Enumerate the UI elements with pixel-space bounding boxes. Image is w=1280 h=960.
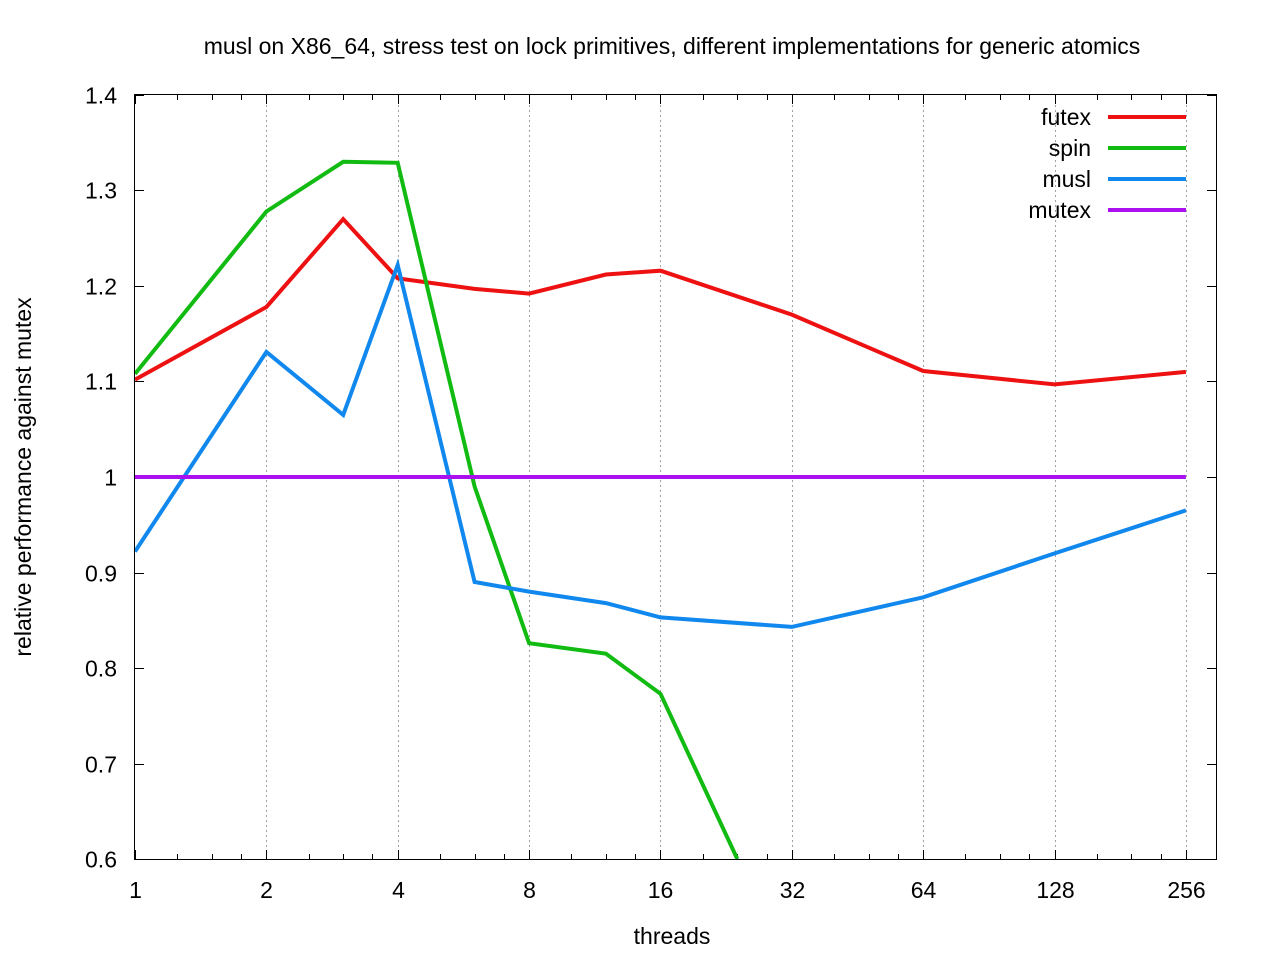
series-lines xyxy=(135,159,1187,859)
x-tick-label: 256 xyxy=(1167,877,1205,903)
y-axis-label: relative performance against mutex xyxy=(10,297,36,657)
x-tick-label: 16 xyxy=(648,877,674,903)
y-tick-label: 1.2 xyxy=(85,274,117,300)
y-tick-label: 0.9 xyxy=(85,561,117,587)
series-line-musl xyxy=(135,258,1187,629)
series-line-futex xyxy=(135,216,1187,387)
legend-label-mutex: mutex xyxy=(1028,197,1091,223)
y-tick-label: 1.4 xyxy=(85,83,117,109)
x-tick-label: 128 xyxy=(1036,877,1074,903)
legend-label-futex: futex xyxy=(1041,104,1091,130)
x-tick-label: 2 xyxy=(260,877,273,903)
y-tick-label: 1.1 xyxy=(85,369,117,395)
x-tick-label: 4 xyxy=(392,877,405,903)
legend-label-musl: musl xyxy=(1042,166,1091,192)
x-tick-label: 1 xyxy=(129,877,142,903)
y-tick-label: 0.6 xyxy=(85,847,117,873)
plot-frame xyxy=(134,94,1217,860)
chart-title: musl on X86_64, stress test on lock prim… xyxy=(204,33,1141,59)
y-tick-label: 0.7 xyxy=(85,752,117,778)
x-axis-label: threads xyxy=(634,923,711,949)
axis-ticks: 1 2 4 8 16 32 64 128 256 0.6 0.7 0.8 0.9 1 1.1 1.2 1.3 1.… xyxy=(85,83,1216,903)
legend-label-spin: spin xyxy=(1049,135,1091,161)
x-tick-label: 32 xyxy=(780,877,806,903)
x-tick-label: 8 xyxy=(523,877,536,903)
y-tick-label: 1.3 xyxy=(85,178,117,204)
x-tick-label: 64 xyxy=(911,877,937,903)
y-tick-label: 0.8 xyxy=(85,656,117,682)
series-line-spin xyxy=(135,159,740,859)
legend: futex spin musl mutex xyxy=(1028,104,1186,223)
y-tick-label: 1 xyxy=(104,465,117,491)
